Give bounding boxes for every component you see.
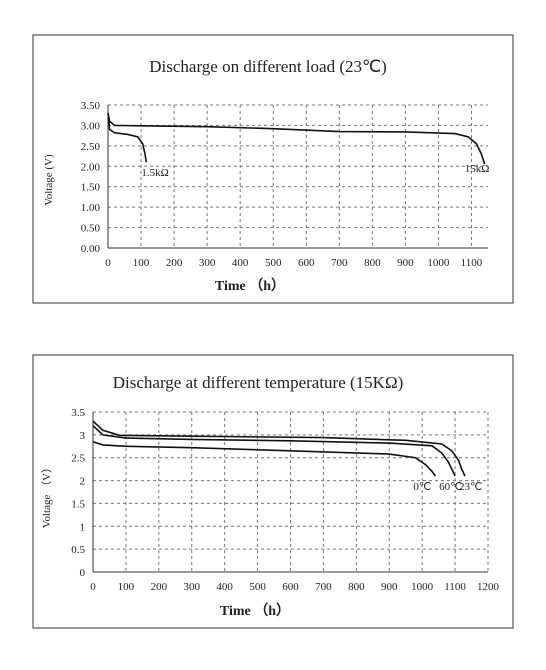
x-tick-label: 100 [118, 581, 135, 593]
y-tick-label: 1.50 [81, 182, 101, 194]
y-tick-label: 3.00 [81, 120, 101, 132]
y-tick-label: 0 [80, 567, 86, 579]
x-tick-label: 800 [364, 257, 381, 269]
x-tick-label: 700 [331, 257, 348, 269]
y-tick-label: 3.5 [71, 407, 85, 419]
line-series [92, 425, 456, 477]
x-tick-label: 500 [249, 581, 266, 593]
y-tick-label: 2.5 [71, 453, 85, 465]
x-tick-label: 700 [315, 581, 332, 593]
chart-title: Discharge on different load (23℃) [149, 57, 387, 76]
y-axis-label: Voltage （V） [40, 462, 53, 528]
series-label: 60℃ [439, 481, 462, 493]
line-series [92, 420, 466, 477]
y-tick-label: 2.50 [81, 141, 101, 153]
y-tick-label: 0.5 [71, 544, 85, 556]
y-tick-label: 3.50 [81, 100, 101, 112]
x-tick-label: 800 [348, 581, 365, 593]
series-label: 1.5kΩ [141, 167, 168, 179]
series-label: 15kΩ [465, 163, 490, 175]
y-tick-label: 0.50 [81, 223, 101, 235]
x-tick-label: 0 [90, 581, 96, 593]
y-tick-label: 1.00 [81, 202, 101, 214]
x-tick-label: 200 [151, 581, 168, 593]
y-tick-label: 3 [80, 430, 86, 442]
y-tick-label: 2.00 [81, 161, 101, 173]
x-tick-label: 1200 [477, 581, 500, 593]
x-axis-label: Time （h） [220, 603, 290, 619]
series-label: 0℃ [413, 481, 431, 493]
y-tick-label: 2 [80, 476, 86, 488]
x-tick-label: 500 [265, 257, 282, 269]
x-tick-label: 300 [199, 257, 216, 269]
x-tick-label: 1100 [444, 581, 466, 593]
y-axis-label: Voltage (V) [43, 154, 55, 206]
line-series [107, 113, 486, 165]
line-series [107, 113, 148, 163]
x-tick-label: 600 [298, 257, 315, 269]
x-tick-label: 0 [105, 257, 111, 269]
chart-title: Discharge at different temperature (15KΩ… [113, 373, 404, 392]
chart-frame [32, 354, 514, 629]
x-tick-label: 1000 [427, 257, 450, 269]
x-tick-label: 100 [133, 257, 150, 269]
chart-frame [32, 34, 514, 304]
y-tick-label: 1.5 [71, 498, 85, 510]
x-axis-label: Time （h） [215, 278, 285, 294]
x-tick-label: 900 [381, 581, 398, 593]
y-tick-label: 0.00 [81, 243, 101, 255]
x-tick-label: 400 [232, 257, 249, 269]
x-tick-label: 600 [282, 581, 299, 593]
x-tick-label: 200 [166, 257, 183, 269]
x-tick-label: 900 [397, 257, 414, 269]
x-tick-label: 400 [216, 581, 233, 593]
series-label: 23℃ [459, 481, 482, 493]
line-series [92, 440, 436, 477]
x-tick-label: 300 [184, 581, 201, 593]
x-tick-label: 1100 [461, 257, 483, 269]
x-tick-label: 1000 [411, 581, 434, 593]
y-tick-label: 1 [80, 521, 86, 533]
